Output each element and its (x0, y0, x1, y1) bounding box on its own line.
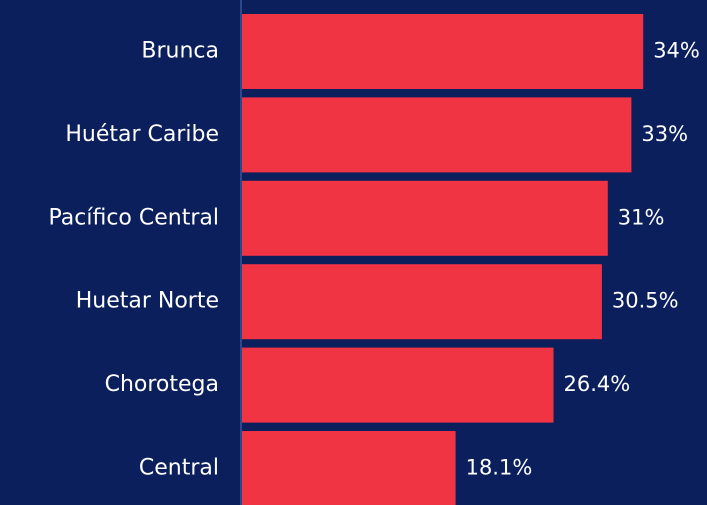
category-label: Central (139, 456, 219, 481)
value-label: 31% (618, 205, 665, 229)
category-label: Brunca (141, 39, 219, 64)
category-label: Huétar Caribe (65, 122, 219, 147)
bar (242, 14, 644, 89)
bar (242, 347, 554, 423)
category-label: Chorotega (105, 372, 219, 397)
value-label: 18.1% (466, 456, 533, 480)
value-label: 26.4% (564, 372, 631, 396)
category-label: Pacífico Central (49, 205, 219, 230)
value-label: 33% (641, 122, 688, 146)
value-label: 30.5% (612, 289, 679, 313)
bar (242, 431, 456, 505)
category-label: Huetar Norte (76, 289, 219, 314)
bar (242, 264, 602, 340)
value-label: 34% (653, 39, 700, 63)
bar (242, 180, 608, 256)
bar (242, 97, 632, 173)
